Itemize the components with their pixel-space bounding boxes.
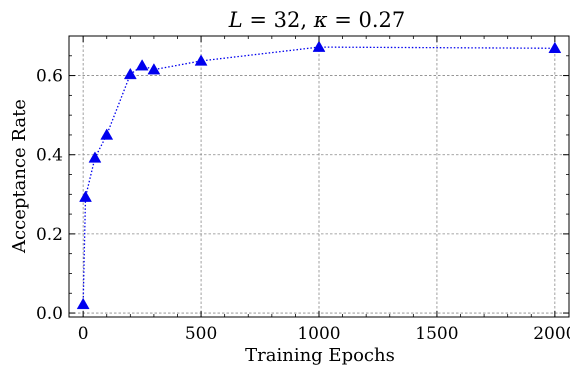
x-tick-label: 1500 [415,324,458,344]
series-layer [76,40,562,310]
data-point [79,190,92,202]
title-part-3: κ [313,8,328,32]
x-tick-label: 500 [185,324,217,344]
data-point [76,297,90,310]
data-point [88,151,102,163]
y-tick-label: 0.2 [36,225,63,245]
x-tick-label: 1000 [297,324,340,344]
title-part-4: = 0.27 [328,8,406,32]
grid [69,36,569,317]
data-point [548,41,562,54]
data-point [135,59,149,71]
y-tick-label: 0.0 [36,304,63,324]
y-tick-label: 0.6 [36,67,63,87]
y-tick-label: 0.4 [36,146,63,166]
data-point [147,63,161,75]
x-tick-label: 0 [78,324,89,344]
data-point [123,67,137,80]
data-point [194,54,208,66]
title-part-1: L [228,8,243,32]
data-point [312,40,326,52]
x-axis-label: Training Epochs [245,345,395,366]
data-point [100,128,114,140]
chart-title: L = 32, κ = 0.27 [228,8,405,32]
y-axis-label: Acceptance Rate [9,99,30,254]
title-part-2: = 32, [243,8,314,32]
